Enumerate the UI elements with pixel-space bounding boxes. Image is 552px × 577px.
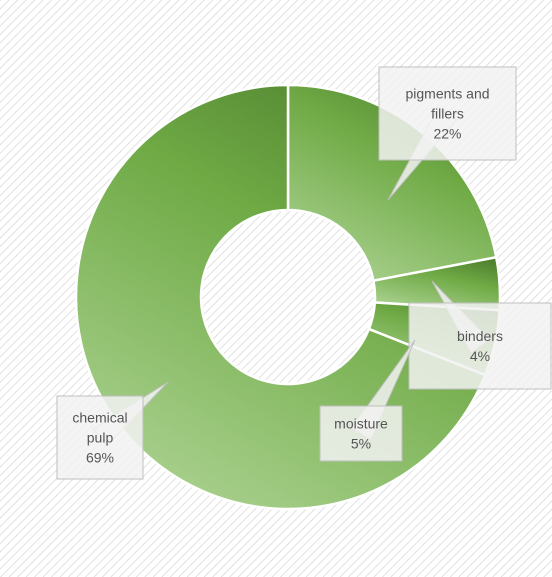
data-label-category: pulp (87, 430, 114, 446)
callouts-layer: pigments and fillers 22% binders 4% moisture 5… (56, 66, 552, 480)
data-label-category: pigments and (405, 86, 489, 102)
data-label-category: moisture (334, 416, 388, 432)
callout-box (378, 66, 517, 161)
data-label-category: binders (457, 328, 503, 344)
data-label-value: 22% (433, 126, 461, 142)
callout-box (56, 395, 144, 480)
data-label-category: fillers (431, 106, 464, 122)
data-label-value: 5% (351, 436, 371, 452)
data-label-value: 4% (470, 348, 490, 364)
slice-pigments-and-fillers (286, 83, 498, 283)
data-label-pigments-and-fillers: pigments and fillers 22% (378, 66, 517, 201)
callout-box (319, 405, 403, 462)
data-label-chemical-pulp: chemical pulp 69% (56, 381, 169, 480)
data-label-category: chemical (72, 410, 127, 426)
data-label-binders: binders 4% (408, 280, 552, 390)
data-label-value: 69% (86, 450, 114, 466)
data-label-moisture: moisture 5% (319, 339, 416, 462)
callout-box (408, 302, 552, 390)
